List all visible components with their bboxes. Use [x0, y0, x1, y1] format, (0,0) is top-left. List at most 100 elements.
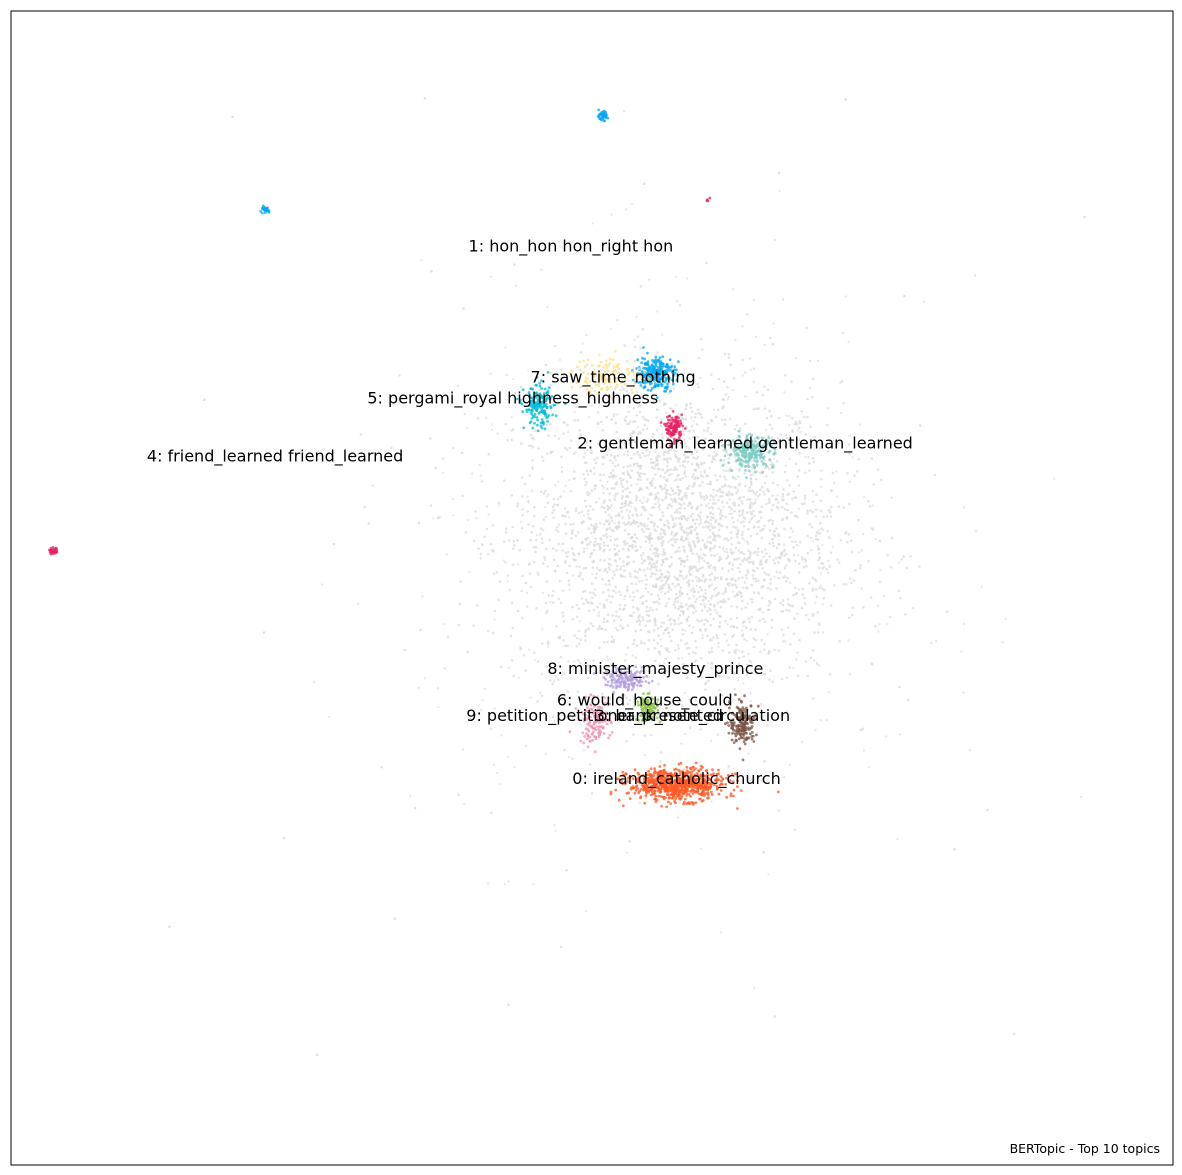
topic-3-point — [731, 731, 734, 735]
background-point — [683, 564, 686, 568]
background-point — [584, 699, 587, 702]
topic-0-point — [690, 770, 693, 774]
background-point — [556, 503, 559, 507]
background-point — [606, 640, 609, 644]
background-point — [811, 456, 815, 460]
background-point — [674, 597, 677, 600]
background-point — [816, 359, 820, 363]
background-point — [728, 498, 732, 501]
background-point — [751, 574, 755, 577]
background-point — [723, 550, 726, 553]
background-point — [654, 493, 658, 496]
background-point — [808, 469, 811, 472]
topic-3-point — [732, 741, 736, 744]
topic-1-point — [640, 370, 644, 373]
background-point — [553, 720, 556, 723]
background-point — [687, 504, 690, 507]
background-point — [804, 433, 808, 436]
background-point — [645, 527, 649, 530]
background-point — [619, 389, 623, 392]
background-point — [749, 501, 753, 505]
topic-0-point — [628, 797, 632, 800]
background-point — [701, 633, 704, 636]
topic-5-point — [544, 398, 548, 402]
background-point — [393, 917, 397, 920]
background-point — [685, 574, 689, 577]
background-point — [561, 589, 565, 592]
background-point — [763, 648, 766, 651]
background-point — [690, 416, 693, 419]
background-point — [573, 660, 576, 663]
background-point — [724, 418, 727, 422]
background-point — [643, 454, 647, 458]
background-point — [583, 477, 587, 481]
topic-0-point — [645, 788, 649, 791]
background-point — [608, 548, 612, 552]
background-point — [573, 477, 576, 480]
topic-0-point — [662, 795, 666, 799]
background-point — [695, 526, 698, 529]
background-point — [559, 945, 563, 949]
background-point — [671, 499, 675, 503]
background-point — [857, 458, 860, 461]
background-point — [687, 646, 691, 650]
background-point — [909, 555, 912, 558]
background-point — [622, 626, 625, 629]
background-point — [609, 327, 613, 330]
background-point — [681, 605, 684, 609]
background-point — [710, 420, 714, 423]
topic-3-point — [734, 724, 738, 728]
background-point — [664, 557, 667, 561]
background-point — [606, 658, 610, 662]
background-point — [633, 420, 637, 423]
background-point — [878, 622, 881, 626]
background-point — [620, 496, 624, 500]
background-point — [641, 428, 645, 432]
background-point — [812, 659, 816, 662]
background-point — [489, 543, 493, 546]
background-point — [749, 553, 752, 556]
background-point — [669, 639, 673, 643]
background-point — [621, 494, 624, 498]
topic-3-point — [731, 718, 735, 721]
background-point — [651, 461, 654, 464]
background-point — [610, 640, 613, 643]
background-point — [607, 562, 611, 566]
background-point — [741, 576, 744, 579]
background-point — [629, 544, 632, 548]
background-point — [665, 458, 669, 462]
background-point — [717, 507, 720, 510]
topic-0-point — [717, 768, 720, 772]
background-point — [649, 492, 653, 495]
topic-1-point — [643, 381, 647, 385]
background-point — [634, 549, 637, 553]
background-point — [589, 523, 593, 527]
background-point — [485, 505, 489, 508]
topic-0-point — [662, 768, 666, 772]
background-point — [775, 546, 779, 550]
topic-3-point — [735, 705, 739, 709]
background-point — [669, 622, 673, 626]
background-point — [710, 800, 713, 803]
background-point — [682, 438, 686, 442]
background-point — [681, 477, 684, 480]
background-point — [777, 171, 781, 175]
background-point — [537, 447, 540, 450]
background-point — [649, 575, 653, 578]
topic-1-point — [648, 382, 652, 386]
topic-1-point — [657, 370, 661, 374]
background-point — [604, 583, 608, 586]
background-point — [614, 514, 618, 518]
background-point — [592, 548, 596, 552]
background-point — [701, 636, 704, 640]
background-point — [818, 566, 821, 570]
background-point — [692, 473, 695, 476]
background-point — [696, 513, 700, 517]
background-point — [782, 633, 785, 637]
background-point — [622, 472, 625, 476]
background-point — [786, 493, 789, 497]
background-point — [543, 555, 546, 559]
background-point — [826, 407, 829, 410]
background-point — [680, 517, 684, 521]
background-point — [678, 516, 681, 520]
